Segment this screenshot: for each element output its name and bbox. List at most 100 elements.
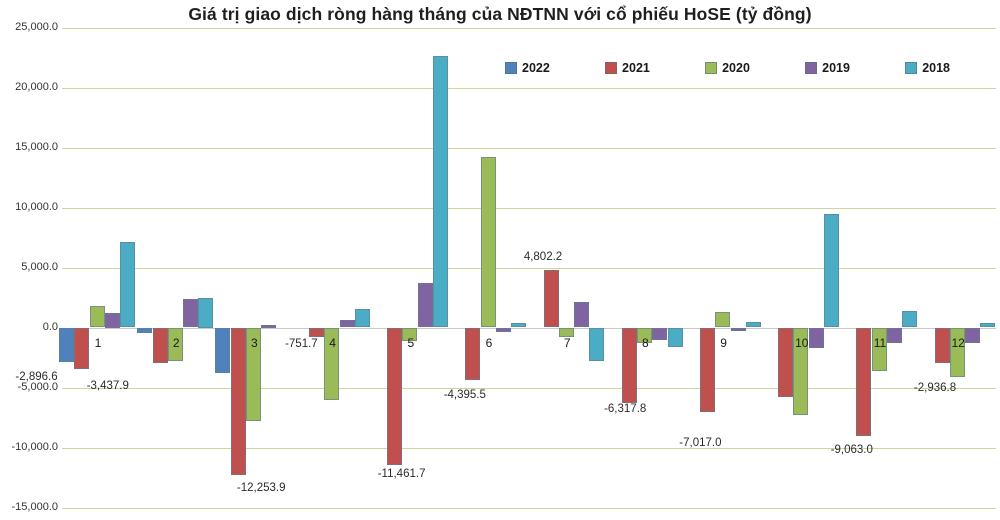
legend-label: 2021 bbox=[622, 61, 650, 75]
y-axis-tick-label: -5,000.0 bbox=[17, 381, 58, 393]
bar-2020-month-8 bbox=[637, 327, 652, 344]
gridline bbox=[62, 147, 996, 149]
gridline bbox=[62, 387, 996, 389]
x-axis-zero-line bbox=[62, 327, 996, 329]
bar-2020-month-7 bbox=[558, 327, 574, 337]
y-axis-tick-label: -15,000.0 bbox=[11, 501, 58, 513]
legend-swatch-icon bbox=[505, 62, 517, 74]
data-label-2021-month-4: -751.7 bbox=[285, 337, 318, 350]
gridline bbox=[62, 507, 996, 509]
gridline bbox=[62, 87, 996, 89]
bar-2018-month-1 bbox=[120, 242, 136, 328]
bar-2018-month-8 bbox=[667, 327, 683, 348]
bar-2021-month-4 bbox=[308, 327, 324, 337]
bar-2021-month-12 bbox=[934, 327, 950, 363]
bar-2019-month-8 bbox=[652, 327, 668, 340]
month-label: 1 bbox=[94, 336, 102, 350]
bar-2018-month-10 bbox=[824, 214, 839, 328]
bar-2019-month-5 bbox=[417, 283, 433, 328]
legend-item-2020: 2020 bbox=[705, 61, 750, 75]
bar-2019-month-6 bbox=[495, 327, 511, 333]
month-label: 9 bbox=[720, 336, 727, 350]
month-label: 5 bbox=[407, 336, 415, 350]
month-label: 11 bbox=[873, 336, 887, 350]
y-axis-tick-label: 20,000.0 bbox=[15, 81, 58, 93]
bar-2021-month-1 bbox=[74, 327, 90, 369]
data-label-2021-month-1: -3,437.9 bbox=[86, 379, 129, 392]
bar-2018-month-4 bbox=[354, 308, 370, 328]
legend-item-2021: 2021 bbox=[605, 61, 650, 75]
bar-2021-month-5 bbox=[387, 327, 403, 466]
month-label: 12 bbox=[951, 336, 965, 350]
legend-swatch-icon bbox=[605, 62, 618, 74]
bar-2020-month-12 bbox=[949, 327, 965, 377]
month-label: 8 bbox=[642, 336, 649, 350]
y-axis-tick-label: -10,000.0 bbox=[11, 441, 58, 453]
data-label-2021-month-6: -4,395.5 bbox=[443, 389, 486, 402]
bar-2021-month-8 bbox=[621, 327, 637, 404]
month-label: 4 bbox=[329, 336, 336, 350]
bar-2021-month-9 bbox=[699, 327, 715, 412]
data-label-2021-month-3: -12,253.9 bbox=[236, 481, 286, 494]
bar-2019-month-10 bbox=[808, 327, 824, 348]
bar-2021-month-11 bbox=[856, 327, 872, 437]
legend-label: 2022 bbox=[522, 61, 550, 75]
bar-2021-month-7 bbox=[543, 269, 559, 328]
bar-2020-month-2 bbox=[167, 327, 183, 362]
y-axis-tick-label: 25,000.0 bbox=[15, 21, 58, 33]
legend-label: 2018 bbox=[922, 61, 950, 75]
legend-swatch-icon bbox=[705, 62, 718, 74]
bar-2019-month-2 bbox=[183, 299, 199, 328]
y-axis-tick-label: 5,000.0 bbox=[21, 261, 58, 273]
data-label-2021-month-12: -2,936.8 bbox=[913, 381, 957, 394]
data-label-2021-month-7: 4,802.2 bbox=[523, 250, 563, 263]
bar-2019-month-3 bbox=[261, 324, 277, 328]
gridline bbox=[62, 27, 996, 29]
bar-2018-month-2 bbox=[198, 297, 214, 328]
bar-2018-month-11 bbox=[902, 311, 918, 328]
y-axis-tick-label: 15,000.0 bbox=[15, 141, 58, 153]
month-label: 6 bbox=[485, 336, 493, 350]
legend: 2022 2021 2020 2019 2018 bbox=[505, 61, 950, 75]
bar-2019-month-7 bbox=[574, 301, 590, 328]
bar-2020-month-10 bbox=[793, 327, 809, 416]
legend-swatch-icon bbox=[805, 62, 818, 74]
bar-2019-month-11 bbox=[886, 327, 902, 343]
y-axis-tick-label: 0.0 bbox=[42, 321, 58, 333]
data-label-2021-month-11: -9,063.0 bbox=[830, 444, 873, 457]
bar-2022-month-2 bbox=[137, 327, 153, 333]
month-label: 10 bbox=[795, 336, 809, 350]
bar-2018-month-5 bbox=[433, 56, 448, 328]
chart-title: Giá trị giao dịch ròng hàng tháng của NĐ… bbox=[188, 4, 812, 24]
data-label-2021-month-9: -7,017.0 bbox=[679, 436, 722, 449]
data-label-2021-month-8: -6,317.8 bbox=[604, 403, 647, 416]
bar-2020-month-11 bbox=[871, 327, 887, 372]
bar-2020-month-1 bbox=[89, 305, 105, 328]
legend-swatch-icon bbox=[905, 62, 918, 74]
bar-2018-month-7 bbox=[589, 327, 605, 361]
y-axis-tick-label: 10,000.0 bbox=[15, 201, 58, 213]
bar-2020-month-3 bbox=[246, 327, 261, 422]
bar-2021-month-6 bbox=[465, 327, 481, 381]
bar-2019-month-12 bbox=[965, 327, 981, 344]
bar-2018-month-9 bbox=[745, 322, 761, 328]
legend-label: 2020 bbox=[722, 61, 750, 75]
bar-2019-month-9 bbox=[730, 327, 746, 331]
month-label: 2 bbox=[172, 336, 180, 350]
bar-2022-month-3 bbox=[215, 327, 231, 374]
gridline bbox=[62, 207, 996, 209]
month-label: 7 bbox=[563, 336, 571, 350]
bar-2022-month-1 bbox=[59, 327, 74, 363]
legend-item-2018: 2018 bbox=[905, 61, 950, 75]
legend-label: 2019 bbox=[822, 61, 850, 75]
bar-2020-month-6 bbox=[480, 157, 496, 328]
bar-2020-month-5 bbox=[402, 327, 418, 341]
bar-2021-month-2 bbox=[152, 327, 168, 363]
legend-item-2022: 2022 bbox=[505, 61, 550, 75]
bar-2018-month-12 bbox=[980, 323, 996, 328]
bar-2021-month-3 bbox=[230, 327, 246, 475]
month-label: 3 bbox=[251, 336, 258, 350]
data-label-2021-month-5: -11,461.7 bbox=[377, 468, 426, 481]
legend-item-2019: 2019 bbox=[805, 61, 850, 75]
